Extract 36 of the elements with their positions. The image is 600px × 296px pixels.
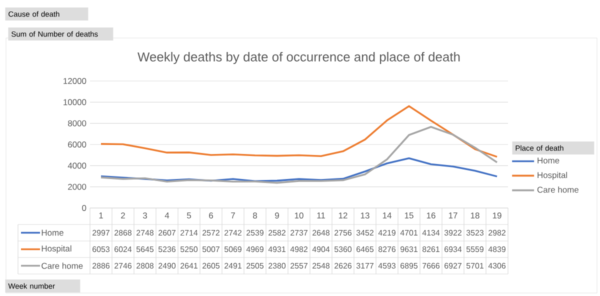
x-tick-label: 4 <box>164 212 170 218</box>
x-tick-label: 6 <box>209 212 213 219</box>
y-tick-label: 10000 <box>64 99 86 106</box>
y-tick-label: 12000 <box>64 78 86 84</box>
y-tick-label: 8000 <box>68 120 86 126</box>
text: Hospital <box>42 245 72 254</box>
x-tick-label: 17 <box>448 212 458 218</box>
x-tick-label: 1 <box>99 212 103 218</box>
y-tick-label: 6000 <box>68 142 86 148</box>
x-tick-label: 15 <box>404 212 414 218</box>
x-tick-label: 11 <box>317 212 325 218</box>
legend-label: Hospital <box>538 172 568 180</box>
y-tick-label: 0 <box>82 205 86 211</box>
x-tick-label: 8 <box>253 212 257 219</box>
text: Home <box>42 230 64 236</box>
line-series <box>100 126 498 184</box>
y-tick-label: 2000 <box>68 184 86 190</box>
x-tick-label: 7 <box>231 212 235 218</box>
x-tick-label: 3 <box>142 212 147 219</box>
text: Care home <box>42 262 83 269</box>
x-tick-label: 16 <box>426 212 436 219</box>
x-tick-label: 13 <box>360 212 370 219</box>
x-tick-label: 12 <box>338 212 348 218</box>
legend-label: Care home <box>537 186 578 193</box>
x-tick-label: 9 <box>275 212 279 219</box>
x-tick-label: 10 <box>294 212 304 219</box>
line-series <box>100 157 498 182</box>
chart-title: Weekly deaths by date of occurrence and place of death <box>138 52 460 64</box>
legend-label: Home <box>538 158 560 164</box>
y-tick-label: 4000 <box>68 162 86 169</box>
line-series <box>100 105 498 158</box>
x-tick-label: 5 <box>186 212 192 218</box>
x-tick-label: 18 <box>470 212 480 219</box>
x-tick-label: 19 <box>492 212 502 219</box>
x-tick-label: 2 <box>121 212 125 218</box>
x-tick-label: 14 <box>382 212 392 218</box>
